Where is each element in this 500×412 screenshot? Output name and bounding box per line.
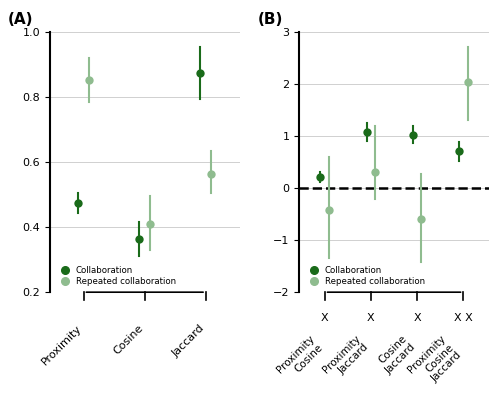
Text: (A): (A) [8, 12, 34, 27]
Legend: Collaboration, Repeated collaboration: Collaboration, Repeated collaboration [302, 262, 428, 290]
Text: Proximity: Proximity [40, 323, 84, 367]
Text: Cosine: Cosine [111, 323, 144, 357]
Legend: Collaboration, Repeated collaboration: Collaboration, Repeated collaboration [52, 262, 180, 290]
Text: X X: X X [454, 313, 473, 323]
Text: Cosine
Jaccard: Cosine Jaccard [375, 334, 417, 376]
Text: Jaccard: Jaccard [170, 323, 206, 359]
Text: Proximity
Cosine
Jaccard: Proximity Cosine Jaccard [406, 334, 464, 392]
Text: X: X [414, 313, 421, 323]
Text: Proximity
Cosine: Proximity Cosine [275, 334, 324, 384]
Text: X: X [367, 313, 374, 323]
Text: X: X [321, 313, 328, 323]
Text: Proximity
Jaccard: Proximity Jaccard [321, 334, 371, 384]
Text: (B): (B) [258, 12, 283, 27]
